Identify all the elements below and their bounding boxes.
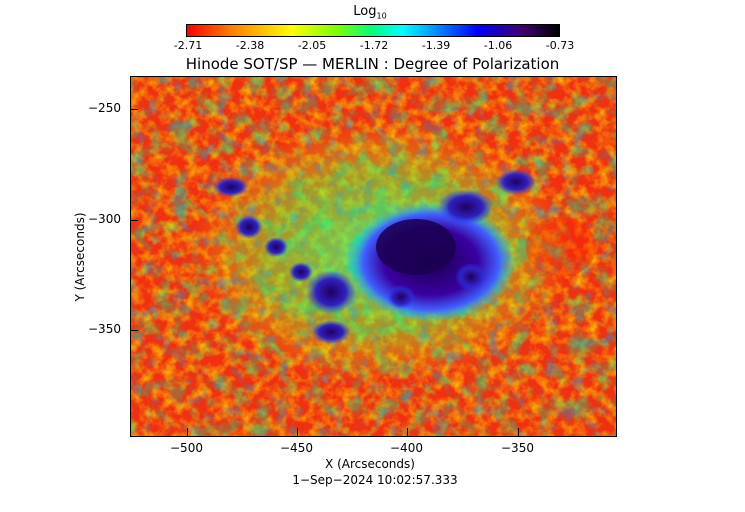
- colorbar-tick: -1.06: [483, 39, 513, 52]
- colorbar-tick: -1.39: [421, 39, 451, 52]
- x-tick-mark: [407, 428, 408, 436]
- y-tick-mark: [130, 330, 138, 331]
- colorbar-label: Log10: [300, 4, 440, 21]
- colorbar-tick: -2.38: [235, 39, 265, 52]
- y-tick-label: −350: [88, 322, 121, 336]
- timestamp: 1−Sep−2024 10:02:57.333: [292, 473, 458, 487]
- colorbar-tick: -2.71: [173, 39, 203, 52]
- colorbar-label-subscript: 10: [376, 11, 387, 21]
- plot-title: Hinode SOT/SP — MERLIN : Degree of Polar…: [185, 55, 560, 73]
- y-axis-label: Y (Arcseconds): [73, 212, 87, 302]
- polarization-map: [130, 76, 617, 437]
- y-tick-mark: [130, 109, 138, 110]
- x-tick-mark: [518, 428, 519, 436]
- y-tick-label: −250: [88, 101, 121, 115]
- y-tick-label: −300: [88, 212, 121, 226]
- colorbar: [186, 24, 560, 37]
- colorbar-tick: -2.05: [297, 39, 327, 52]
- y-tick-mark: [130, 220, 138, 221]
- colorbar-tick: -0.73: [545, 39, 575, 52]
- colorbar-tick: -1.72: [359, 39, 389, 52]
- x-tick-label: −450: [280, 441, 313, 455]
- x-tick-label: −350: [501, 441, 534, 455]
- x-axis-label: X (Arcseconds): [325, 457, 415, 471]
- x-tick-label: −500: [170, 441, 203, 455]
- x-tick-mark: [187, 428, 188, 436]
- x-tick-mark: [297, 428, 298, 436]
- x-tick-label: −400: [390, 441, 423, 455]
- polarization-map-image: [131, 77, 616, 436]
- colorbar-label-text: Log: [353, 4, 377, 19]
